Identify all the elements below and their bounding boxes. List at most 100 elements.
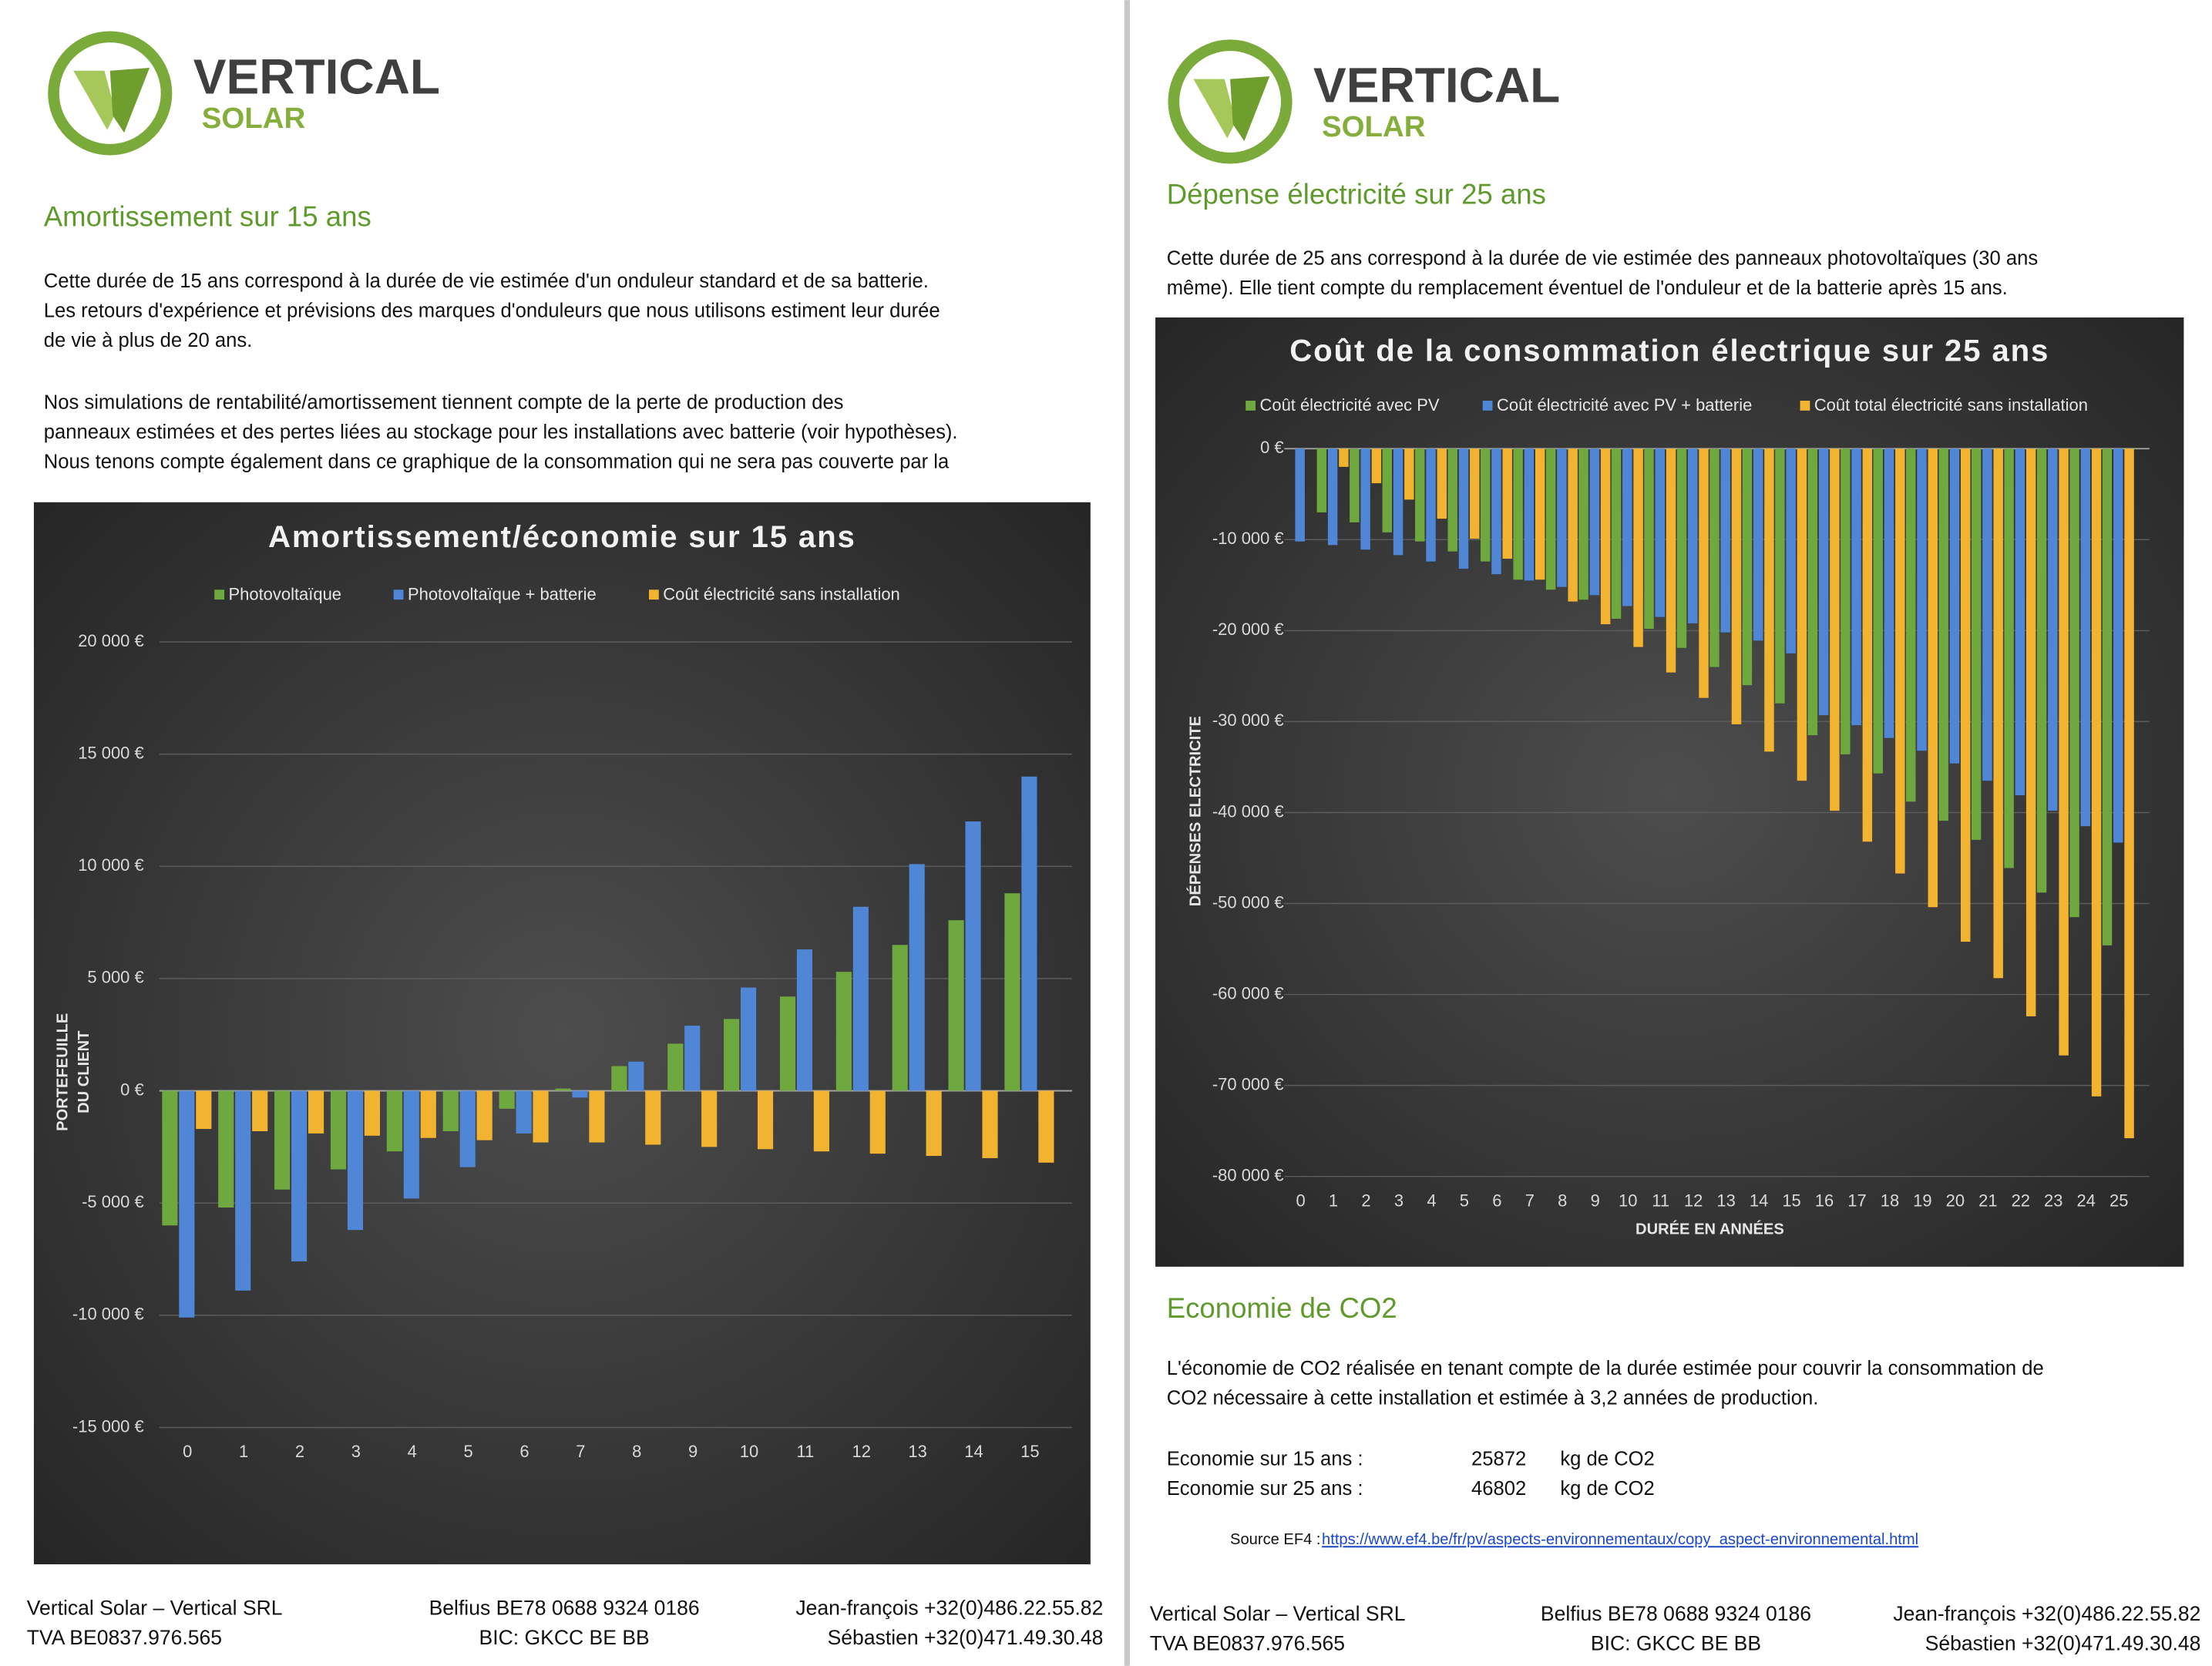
x-tick-label: 0 — [183, 1442, 192, 1461]
bar — [2004, 448, 2014, 868]
x-tick-label: 10 — [740, 1442, 758, 1461]
bar — [813, 1090, 829, 1152]
bar — [403, 1090, 419, 1199]
footer-bank: Belfius BE78 0688 9324 0186 — [429, 1597, 700, 1620]
paragraph-line: Nous tenons compte également dans ce gra… — [44, 451, 950, 472]
source-label: Source EF4 : — [1230, 1531, 1320, 1548]
chart-title: Amortissement/économie sur 15 ans — [268, 519, 856, 554]
bar — [364, 1090, 380, 1136]
bar — [1327, 448, 1338, 546]
x-tick-label: 6 — [519, 1442, 529, 1461]
bar — [1611, 448, 1622, 619]
bar — [2059, 448, 2069, 1056]
x-tick-label: 6 — [1492, 1191, 1501, 1210]
x-tick-label: 24 — [2077, 1191, 2096, 1210]
x-tick-label: 11 — [796, 1442, 814, 1461]
bar — [1818, 448, 1829, 716]
bar — [1884, 448, 1894, 738]
logo-sub: SOLAR — [202, 102, 305, 135]
bar — [1873, 448, 1883, 774]
bar — [1513, 448, 1523, 580]
bar — [1004, 893, 1020, 1091]
bar — [1404, 448, 1414, 500]
x-tick-label: 18 — [1881, 1191, 1899, 1210]
bar — [1841, 448, 1851, 754]
section-heading: Dépense électricité sur 25 ans — [1167, 178, 1546, 210]
bar — [926, 1090, 942, 1157]
x-tick-label: 2 — [1361, 1191, 1370, 1210]
bar — [852, 906, 869, 1091]
bar — [1895, 448, 1905, 874]
bar — [1470, 448, 1480, 539]
bar — [965, 821, 981, 1091]
x-tick-label: 1 — [239, 1442, 248, 1461]
x-tick-label: 7 — [576, 1442, 585, 1461]
section-heading: Amortissement sur 15 ans — [44, 201, 371, 233]
paragraph-line: Cette durée de 25 ans correspond à la du… — [1167, 248, 2038, 270]
paragraph-line: CO2 nécessaire à cette installation et e… — [1167, 1388, 1819, 1409]
y-tick-label: 5 000 € — [87, 968, 143, 987]
source-link[interactable]: https://www.ef4.be/fr/pv/aspects-environ… — [1322, 1531, 1918, 1548]
bar — [1917, 448, 1927, 751]
bar — [1699, 448, 1709, 698]
bar — [1545, 448, 1556, 590]
x-tick-label: 4 — [1427, 1191, 1436, 1210]
x-tick-label: 15 — [1782, 1191, 1800, 1210]
bar — [1742, 448, 1753, 686]
y-tick-label: 0 € — [1260, 438, 1284, 457]
y-tick-label: 15 000 € — [78, 743, 143, 762]
bar — [274, 1090, 291, 1190]
logo-brand: VERTICAL — [193, 49, 440, 104]
bar — [1938, 448, 1948, 821]
x-tick-label: 21 — [1978, 1191, 1997, 1210]
paragraph-line: Nos simulations de rentabilité/amortisse… — [44, 391, 844, 413]
y-tick-label: -10 000 € — [1212, 529, 1284, 548]
bar — [1797, 448, 1807, 781]
x-tick-label: 23 — [2044, 1191, 2062, 1210]
bar — [1415, 448, 1425, 542]
legend-swatch — [1482, 400, 1493, 411]
footer-bic: BIC: GKCC BE BB — [479, 1626, 650, 1649]
bar — [948, 920, 964, 1091]
bar — [1371, 448, 1382, 484]
y-tick-label: -60 000 € — [1212, 983, 1284, 1003]
y-tick-label: 0 € — [120, 1080, 144, 1099]
x-axis-title: DURÉE EN ANNÉES — [1635, 1221, 1784, 1238]
bar — [2048, 448, 2058, 811]
x-tick-label: 8 — [632, 1442, 641, 1461]
bar — [1971, 448, 1982, 840]
bar — [2113, 448, 2123, 843]
x-tick-label: 7 — [1525, 1191, 1535, 1210]
bar — [589, 1090, 605, 1143]
y-tick-label: 20 000 € — [78, 631, 143, 650]
bar — [611, 1066, 627, 1091]
bar — [628, 1061, 644, 1091]
bar — [1807, 448, 1818, 736]
bar — [291, 1090, 308, 1261]
co2-cell: 25872 — [1471, 1448, 1526, 1470]
bar — [909, 864, 925, 1091]
bar — [2036, 448, 2047, 893]
bar — [645, 1090, 661, 1145]
bar — [1502, 448, 1512, 559]
bar — [347, 1090, 364, 1231]
legend-swatch — [648, 589, 659, 600]
bar — [252, 1090, 268, 1131]
bar — [1295, 448, 1305, 542]
x-tick-label: 13 — [908, 1442, 926, 1461]
bar — [835, 972, 852, 1091]
x-tick-label: 20 — [1946, 1191, 1965, 1210]
bar — [218, 1090, 234, 1208]
bar — [1426, 448, 1436, 562]
bar — [1731, 448, 1742, 724]
logo-mark — [73, 70, 116, 130]
bar — [459, 1090, 476, 1167]
x-tick-label: 13 — [1716, 1191, 1735, 1210]
x-tick-label: 4 — [408, 1442, 417, 1461]
co2-cell: kg de CO2 — [1560, 1448, 1654, 1470]
x-tick-label: 2 — [295, 1442, 304, 1461]
x-tick-label: 12 — [852, 1442, 871, 1461]
bar — [2091, 448, 2102, 1097]
